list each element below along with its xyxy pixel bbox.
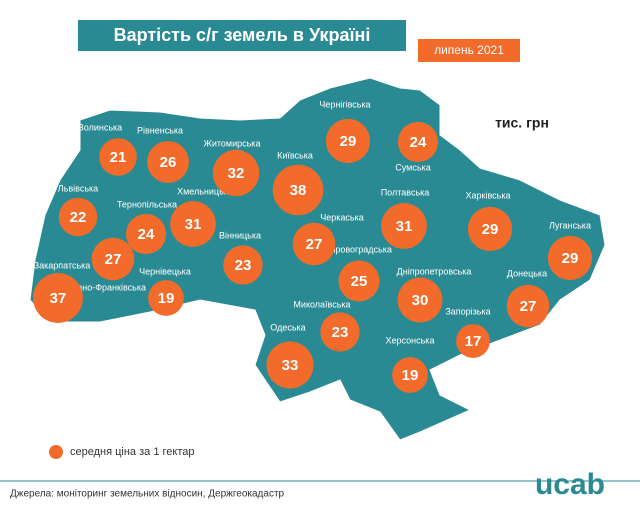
unit: тис. грн <box>495 115 549 131</box>
price-label: 27 <box>306 236 323 253</box>
price-bubble <box>397 121 439 163</box>
price-label: 30 <box>412 292 429 309</box>
price-bubble <box>170 201 216 247</box>
price-label: 27 <box>105 251 122 268</box>
region-label: Київська <box>277 150 313 160</box>
price-label: 31 <box>185 216 202 233</box>
price-label: 23 <box>235 257 252 274</box>
region-label: Луганська <box>549 220 591 230</box>
price-bubble <box>338 260 380 302</box>
price-label: 17 <box>465 333 482 350</box>
price-bubble <box>381 203 427 249</box>
region-label: Львівська <box>58 183 98 193</box>
price-label: 23 <box>332 324 349 341</box>
price-label: 27 <box>520 298 537 315</box>
price-bubble <box>147 141 189 183</box>
title-box <box>78 20 406 51</box>
price-bubble <box>456 324 490 358</box>
price-bubble <box>148 280 184 316</box>
region-label: Запорізька <box>445 306 490 316</box>
price-label: 38 <box>290 182 307 199</box>
price-bubble <box>125 213 167 255</box>
price-bubble <box>320 312 360 352</box>
regions: Волинська Рівненська Житомирська Київська Че… <box>33 99 593 393</box>
source: Джерела: моніторинг земельних відносин, … <box>10 489 285 500</box>
price-bubble <box>325 118 371 164</box>
region-label: Рівненська <box>137 125 183 135</box>
region-label: Сумська <box>395 162 430 172</box>
region-label: Миколаївська <box>293 299 350 309</box>
price-bubble <box>58 197 98 237</box>
logo: ucab <box>535 468 605 501</box>
price-label: 21 <box>110 149 127 166</box>
price-bubble <box>292 222 336 266</box>
price-label: 24 <box>138 226 155 243</box>
price-label: 25 <box>351 273 368 290</box>
region-label: Чернігівська <box>319 99 370 109</box>
price-label: 22 <box>70 209 87 226</box>
region-label: Волинська <box>78 122 122 132</box>
price-label: 32 <box>228 165 245 182</box>
region-label: Хмельницька <box>177 186 233 196</box>
price-bubble <box>266 341 314 389</box>
price-label: 31 <box>396 218 413 235</box>
price-bubble <box>272 164 324 216</box>
price-bubble <box>99 138 137 176</box>
region-label: Донецька <box>507 268 547 278</box>
price-label: 33 <box>282 357 299 374</box>
region-label: Івано-Франківська <box>70 282 146 292</box>
title: Вартість с/г земель в Україні <box>114 25 371 45</box>
region-label: Закарпатська <box>34 260 91 270</box>
date-box <box>418 39 520 62</box>
price-bubble <box>392 357 428 393</box>
price-bubble <box>547 235 593 281</box>
price-label: 37 <box>50 290 67 307</box>
price-bubble <box>467 206 513 252</box>
region-label: Кіровоградська <box>328 244 392 254</box>
legend-text: середня ціна за 1 гектар <box>70 446 194 458</box>
region-label: Дніпропетровська <box>397 266 472 276</box>
price-bubble <box>506 284 550 328</box>
price-bubble <box>397 277 443 323</box>
date: липень 2021 <box>434 43 504 57</box>
price-label: 29 <box>482 221 499 238</box>
price-label: 29 <box>562 250 579 267</box>
region-label: Чернівецька <box>139 266 191 276</box>
region-label: Тернопільська <box>117 199 177 209</box>
price-label: 26 <box>160 154 177 171</box>
region-label: Харківська <box>466 190 511 200</box>
price-bubble <box>33 273 83 323</box>
legend-dot <box>49 445 63 459</box>
region-label: Вінницька <box>219 230 261 240</box>
price-bubble <box>91 237 135 281</box>
region-label: Полтавська <box>381 187 430 197</box>
price-label: 19 <box>402 367 419 384</box>
region-label: Одеська <box>270 322 305 332</box>
region-label: Херсонська <box>386 335 435 345</box>
price-label: 19 <box>158 290 175 307</box>
price-label: 24 <box>410 134 427 151</box>
region-label: Житомирська <box>204 138 261 148</box>
price-bubble <box>223 245 263 285</box>
region-label: Черкаська <box>320 212 363 222</box>
price-bubble <box>212 149 260 197</box>
price-label: 29 <box>340 133 357 150</box>
